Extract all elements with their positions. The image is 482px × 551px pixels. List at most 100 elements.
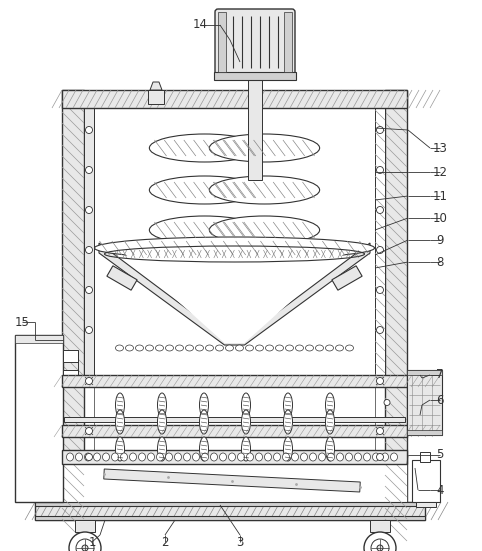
Ellipse shape bbox=[82, 545, 88, 551]
Ellipse shape bbox=[116, 393, 124, 417]
Ellipse shape bbox=[84, 453, 92, 461]
Ellipse shape bbox=[255, 453, 263, 461]
Ellipse shape bbox=[376, 453, 384, 461]
Ellipse shape bbox=[165, 453, 173, 461]
Ellipse shape bbox=[371, 539, 389, 551]
Ellipse shape bbox=[309, 453, 317, 461]
Ellipse shape bbox=[94, 237, 375, 259]
Ellipse shape bbox=[135, 345, 144, 351]
Bar bbox=[412, 460, 440, 502]
Bar bbox=[64, 417, 405, 422]
Bar bbox=[62, 90, 84, 502]
Ellipse shape bbox=[283, 393, 293, 417]
Ellipse shape bbox=[201, 453, 209, 461]
Ellipse shape bbox=[241, 410, 251, 434]
Bar bbox=[15, 335, 63, 502]
Bar bbox=[35, 502, 425, 520]
Ellipse shape bbox=[376, 246, 384, 253]
Ellipse shape bbox=[157, 453, 163, 461]
Ellipse shape bbox=[200, 437, 209, 461]
Ellipse shape bbox=[67, 453, 73, 461]
Ellipse shape bbox=[158, 437, 166, 461]
Ellipse shape bbox=[85, 207, 93, 213]
Ellipse shape bbox=[325, 345, 334, 351]
Bar bbox=[370, 520, 390, 532]
Ellipse shape bbox=[103, 453, 109, 461]
Ellipse shape bbox=[85, 166, 93, 174]
Ellipse shape bbox=[283, 437, 293, 461]
Ellipse shape bbox=[364, 532, 396, 551]
Text: 14: 14 bbox=[192, 19, 207, 31]
Ellipse shape bbox=[336, 453, 344, 461]
Text: 10: 10 bbox=[432, 212, 447, 224]
Ellipse shape bbox=[116, 437, 124, 461]
Text: 7: 7 bbox=[436, 369, 444, 381]
Ellipse shape bbox=[196, 345, 203, 351]
Ellipse shape bbox=[236, 345, 243, 351]
Ellipse shape bbox=[186, 345, 193, 351]
Text: 1: 1 bbox=[88, 536, 96, 548]
Text: 12: 12 bbox=[432, 165, 447, 179]
Ellipse shape bbox=[85, 453, 93, 461]
Bar bbox=[148, 90, 164, 104]
Ellipse shape bbox=[327, 453, 335, 461]
Ellipse shape bbox=[384, 399, 390, 406]
Bar bbox=[407, 370, 442, 435]
Text: 2: 2 bbox=[161, 536, 169, 548]
Text: 13: 13 bbox=[432, 142, 447, 154]
Ellipse shape bbox=[149, 134, 260, 162]
Ellipse shape bbox=[306, 345, 313, 351]
Ellipse shape bbox=[85, 428, 93, 435]
Bar bbox=[62, 464, 407, 502]
Ellipse shape bbox=[266, 345, 273, 351]
Bar bbox=[375, 108, 385, 378]
Ellipse shape bbox=[376, 327, 384, 333]
Bar bbox=[214, 72, 296, 80]
Ellipse shape bbox=[116, 345, 123, 351]
Ellipse shape bbox=[85, 127, 93, 133]
Ellipse shape bbox=[241, 393, 251, 417]
Bar bbox=[79, 532, 91, 537]
Bar bbox=[63, 370, 78, 382]
Ellipse shape bbox=[219, 453, 227, 461]
Ellipse shape bbox=[138, 453, 146, 461]
Ellipse shape bbox=[94, 453, 101, 461]
Bar bbox=[284, 12, 292, 72]
Ellipse shape bbox=[226, 345, 233, 351]
Ellipse shape bbox=[85, 246, 93, 253]
Ellipse shape bbox=[381, 453, 388, 461]
Ellipse shape bbox=[211, 453, 217, 461]
Ellipse shape bbox=[376, 166, 384, 174]
Bar bbox=[407, 370, 442, 375]
Text: 15: 15 bbox=[14, 316, 29, 328]
Bar bbox=[385, 90, 407, 502]
Bar bbox=[62, 450, 407, 464]
Ellipse shape bbox=[149, 216, 260, 244]
Bar bbox=[62, 90, 407, 108]
Ellipse shape bbox=[85, 327, 93, 333]
Ellipse shape bbox=[316, 345, 323, 351]
Ellipse shape bbox=[116, 410, 124, 434]
Text: 9: 9 bbox=[436, 234, 444, 246]
Ellipse shape bbox=[158, 410, 166, 434]
Ellipse shape bbox=[156, 345, 163, 351]
Ellipse shape bbox=[376, 377, 384, 385]
Ellipse shape bbox=[373, 453, 379, 461]
Ellipse shape bbox=[209, 216, 320, 244]
Ellipse shape bbox=[376, 207, 384, 213]
Ellipse shape bbox=[192, 453, 200, 461]
Ellipse shape bbox=[285, 345, 294, 351]
Ellipse shape bbox=[130, 453, 136, 461]
Ellipse shape bbox=[346, 345, 353, 351]
Text: 3: 3 bbox=[236, 536, 244, 548]
Ellipse shape bbox=[319, 453, 325, 461]
Ellipse shape bbox=[282, 453, 290, 461]
Ellipse shape bbox=[292, 453, 298, 461]
Ellipse shape bbox=[120, 453, 128, 461]
Ellipse shape bbox=[276, 345, 283, 351]
Ellipse shape bbox=[76, 453, 82, 461]
Bar bbox=[420, 452, 430, 462]
Bar bbox=[15, 335, 63, 343]
Bar bbox=[63, 350, 78, 362]
Bar bbox=[407, 430, 442, 435]
